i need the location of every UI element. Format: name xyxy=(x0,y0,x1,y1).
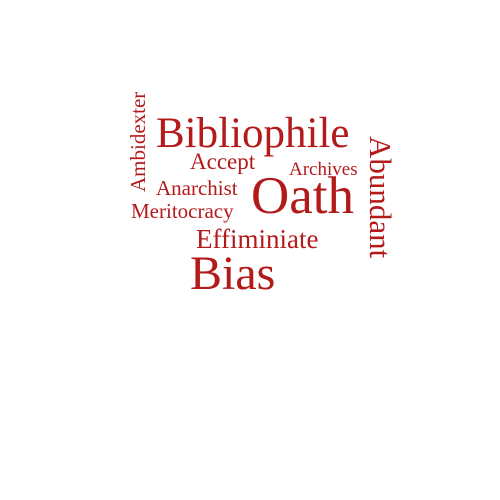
word-ambidexter: Ambidexter xyxy=(126,91,150,192)
word-accept: Accept xyxy=(190,149,256,174)
word-bias: Bias xyxy=(190,247,276,300)
word-oath: Oath xyxy=(251,167,355,225)
word-archives: Archives xyxy=(289,159,358,180)
word-effiminiate: Effiminiate xyxy=(196,224,319,254)
word-bibliophile: Bibliophile xyxy=(156,110,350,157)
word-meritocracy: Meritocracy xyxy=(131,199,234,223)
word-abundant: Abundant xyxy=(363,136,398,259)
word-anarchist: Anarchist xyxy=(156,176,238,200)
